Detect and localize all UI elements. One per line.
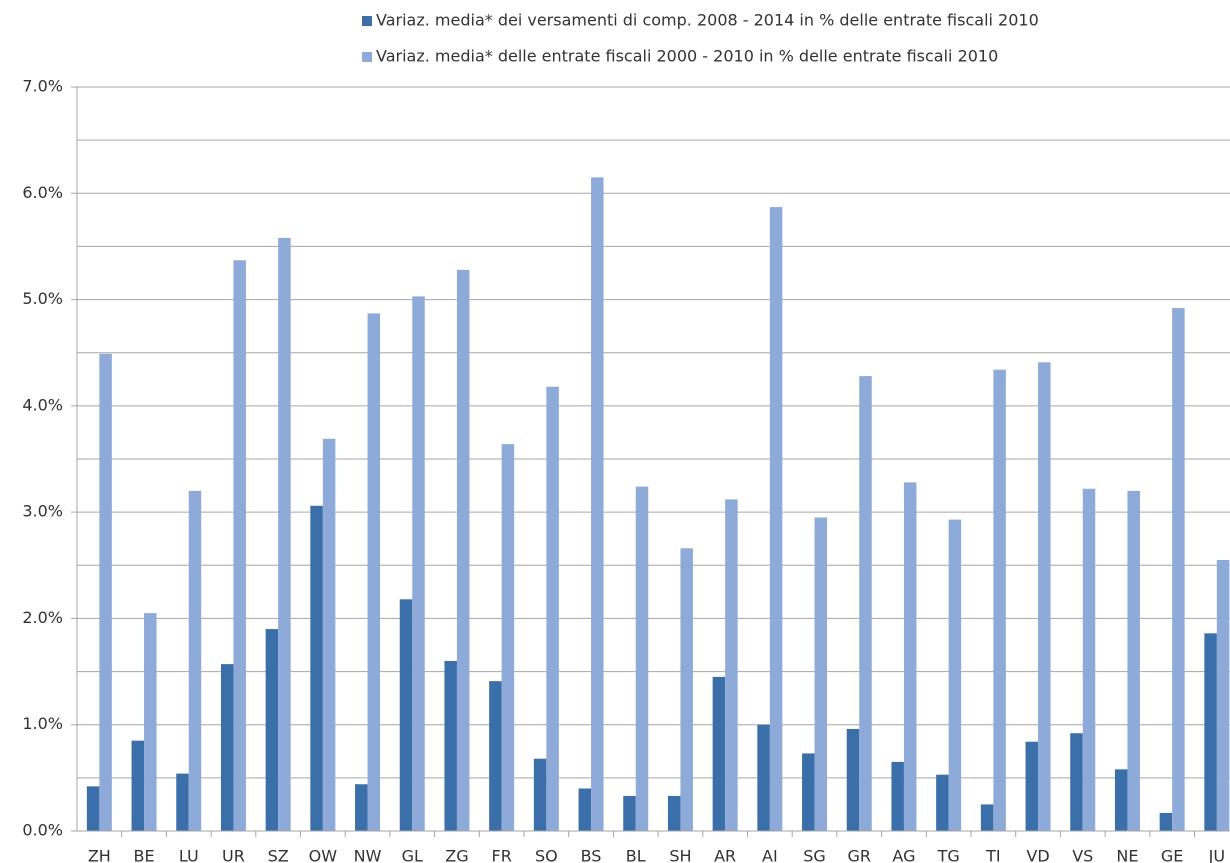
y-tick-label: 3.0% bbox=[22, 502, 63, 521]
bar bbox=[131, 740, 145, 831]
bar bbox=[712, 676, 726, 831]
y-tick-label: 5.0% bbox=[22, 289, 63, 308]
bar bbox=[623, 795, 636, 831]
x-tick-label: AR bbox=[714, 847, 736, 863]
bar bbox=[1070, 733, 1083, 831]
bar bbox=[859, 376, 872, 831]
bar bbox=[444, 660, 457, 831]
bar bbox=[980, 804, 994, 831]
bar bbox=[188, 490, 202, 831]
bar bbox=[399, 599, 413, 831]
y-tick-label: 7.0% bbox=[22, 77, 63, 96]
bar bbox=[533, 758, 547, 831]
bar bbox=[265, 629, 279, 831]
x-tick-label: FR bbox=[491, 847, 511, 863]
bar bbox=[176, 773, 189, 831]
x-tick-label: VS bbox=[1072, 847, 1093, 863]
bar bbox=[501, 444, 515, 831]
bar bbox=[456, 269, 470, 832]
x-tick-label: TI bbox=[985, 847, 1001, 863]
x-tick-label: GL bbox=[402, 847, 423, 863]
y-tick-label: 4.0% bbox=[22, 395, 63, 414]
bar bbox=[1082, 488, 1096, 831]
x-tick-label: SG bbox=[803, 847, 826, 863]
bar bbox=[1114, 769, 1128, 831]
bar bbox=[948, 519, 962, 831]
legend-label: Variaz. media* delle entrate fiscali 200… bbox=[376, 47, 998, 66]
bar bbox=[802, 753, 815, 831]
x-tick-label: VD bbox=[1026, 847, 1049, 863]
bar bbox=[1025, 741, 1039, 831]
x-tick-label: NW bbox=[354, 847, 382, 863]
bar bbox=[635, 486, 649, 831]
bar bbox=[1172, 308, 1185, 831]
bar bbox=[233, 260, 246, 831]
y-tick-label: 1.0% bbox=[22, 714, 63, 733]
bar bbox=[489, 681, 502, 831]
x-tick-label: BE bbox=[134, 847, 155, 863]
bar bbox=[1204, 633, 1217, 831]
bar bbox=[99, 353, 112, 831]
legend-swatch bbox=[362, 52, 372, 62]
legend-label: Variaz. media* dei versamenti di comp. 2… bbox=[376, 11, 1039, 30]
bar bbox=[903, 482, 917, 831]
y-tick-label: 6.0% bbox=[22, 183, 63, 202]
x-tick-label: TG bbox=[937, 847, 960, 863]
x-tick-label: AG bbox=[892, 847, 915, 863]
bar bbox=[1127, 490, 1140, 831]
x-tick-label: GR bbox=[847, 847, 871, 863]
y-tick-label: 2.0% bbox=[22, 608, 63, 627]
bar bbox=[322, 438, 336, 831]
bar bbox=[757, 724, 770, 831]
bar bbox=[1038, 362, 1051, 831]
bar bbox=[144, 613, 157, 831]
bar bbox=[578, 788, 592, 831]
bar bbox=[220, 664, 234, 831]
x-tick-label: BL bbox=[626, 847, 646, 863]
x-tick-label: JU bbox=[1208, 847, 1225, 863]
x-tick-label: ZG bbox=[445, 847, 468, 863]
bar bbox=[846, 728, 860, 831]
bar bbox=[993, 369, 1006, 831]
x-tick-label: SZ bbox=[268, 847, 289, 863]
bar bbox=[546, 386, 559, 831]
bar bbox=[667, 795, 681, 831]
x-tick-label: NE bbox=[1116, 847, 1138, 863]
bar bbox=[936, 774, 949, 831]
x-tick-label: ZH bbox=[88, 847, 111, 863]
x-tick-label: SO bbox=[535, 847, 558, 863]
legend-swatch bbox=[362, 16, 372, 26]
bar bbox=[367, 313, 381, 832]
bar bbox=[891, 761, 904, 831]
x-tick-label: GE bbox=[1161, 847, 1184, 863]
y-tick-label: 0.0% bbox=[22, 821, 63, 840]
x-tick-label: UR bbox=[222, 847, 245, 863]
x-tick-label: SH bbox=[669, 847, 691, 863]
bar bbox=[1216, 559, 1230, 831]
bar bbox=[725, 499, 738, 831]
bar bbox=[278, 237, 291, 831]
bar bbox=[769, 207, 783, 832]
bar bbox=[86, 786, 100, 831]
bar bbox=[310, 505, 323, 831]
bar bbox=[591, 177, 604, 832]
bar bbox=[412, 296, 425, 832]
bar bbox=[814, 517, 828, 831]
bar bbox=[1159, 812, 1173, 831]
bar bbox=[355, 784, 368, 831]
x-tick-label: OW bbox=[309, 847, 338, 863]
bar bbox=[680, 548, 693, 831]
x-tick-label: BS bbox=[581, 847, 602, 863]
x-tick-label: LU bbox=[179, 847, 199, 863]
x-tick-label: AI bbox=[762, 847, 778, 863]
